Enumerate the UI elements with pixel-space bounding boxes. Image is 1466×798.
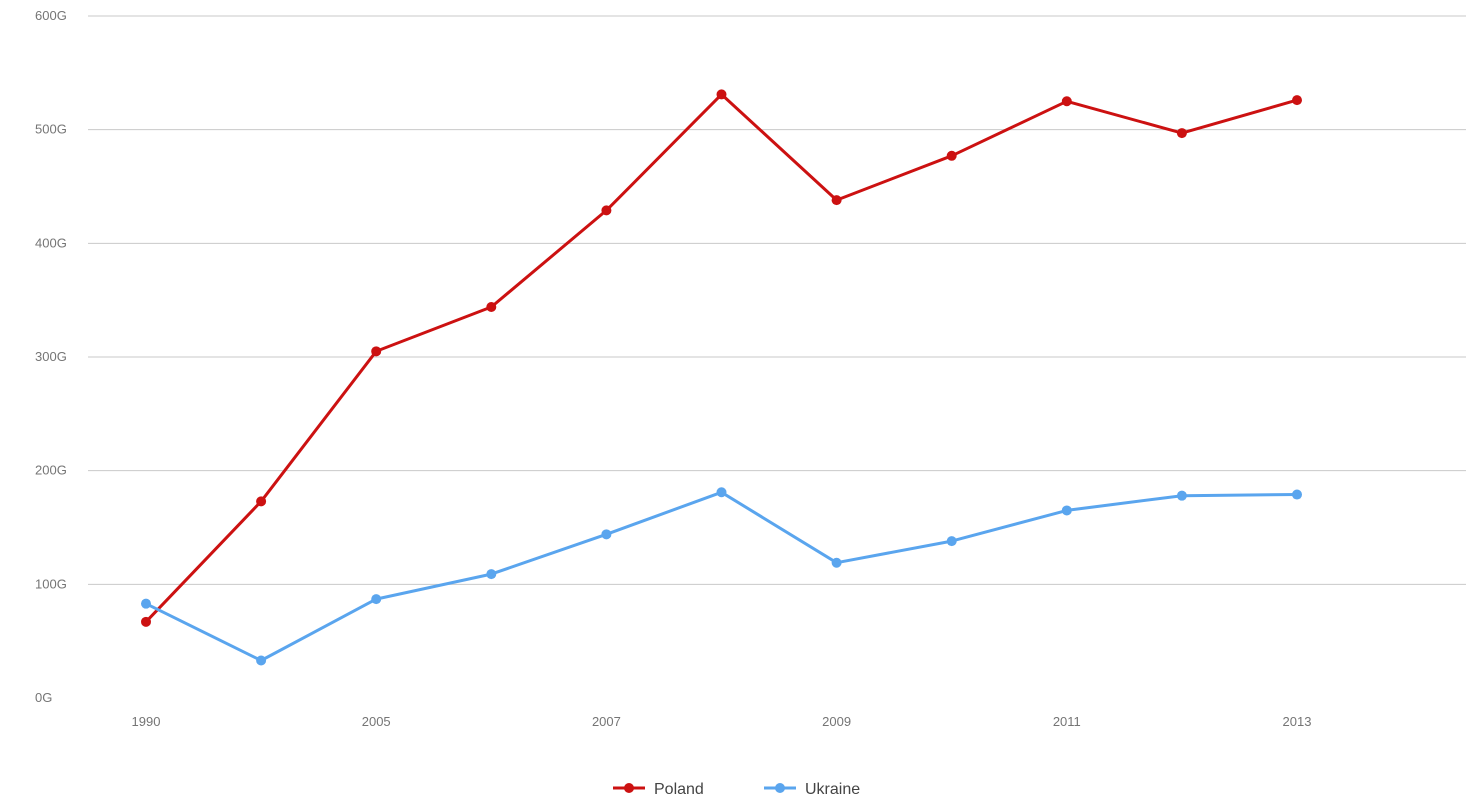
- y-tick-label: 300G: [35, 349, 67, 364]
- data-point-ukraine[interactable]: [946, 536, 957, 547]
- data-point-ukraine[interactable]: [486, 569, 497, 580]
- data-point-ukraine[interactable]: [1176, 490, 1187, 501]
- legend-label: Ukraine: [805, 781, 860, 798]
- data-point-ukraine[interactable]: [1292, 489, 1302, 500]
- data-point-poland[interactable]: [946, 150, 957, 161]
- y-tick-label: 400G: [35, 235, 67, 250]
- legend-item-poland[interactable]: Poland: [613, 781, 704, 798]
- data-point-poland[interactable]: [1176, 128, 1187, 139]
- x-tick-label: 2009: [822, 714, 851, 729]
- x-axis: 1990 2005 2007 2009 2011 2013: [132, 714, 1312, 729]
- series-poland: [141, 89, 1302, 627]
- data-point-poland[interactable]: [1292, 95, 1302, 106]
- x-tick-label: 2007: [592, 714, 621, 729]
- data-point-ukraine[interactable]: [601, 529, 612, 540]
- data-point-ukraine[interactable]: [256, 655, 267, 666]
- legend-label: Poland: [654, 781, 704, 798]
- series-line-ukraine: [144, 490, 1299, 662]
- data-point-poland[interactable]: [831, 195, 842, 206]
- y-tick-label: 500G: [35, 122, 67, 137]
- x-tick-label: 2013: [1283, 714, 1312, 729]
- x-tick-label: 2005: [362, 714, 391, 729]
- x-tick-label: 2011: [1053, 714, 1081, 729]
- series-line-poland: [144, 92, 1299, 624]
- data-point-ukraine[interactable]: [716, 487, 727, 498]
- legend: Poland Ukraine: [613, 781, 860, 798]
- y-axis: 0G 100G 200G 300G 400G 500G 600G: [35, 8, 67, 705]
- x-tick-label: 1990: [132, 714, 161, 729]
- data-point-poland[interactable]: [141, 616, 151, 627]
- series-lines: [141, 89, 1302, 666]
- y-tick-label: 600G: [35, 8, 67, 23]
- data-point-poland[interactable]: [486, 301, 497, 312]
- data-point-poland[interactable]: [256, 496, 267, 507]
- data-point-ukraine[interactable]: [371, 594, 382, 605]
- gridlines: [88, 15, 1466, 585]
- y-tick-label: 100G: [35, 576, 67, 591]
- data-point-ukraine[interactable]: [831, 557, 842, 568]
- legend-swatch-marker: [775, 783, 785, 793]
- y-tick-label: 200G: [35, 463, 67, 478]
- data-point-poland[interactable]: [1061, 96, 1072, 107]
- data-point-poland[interactable]: [716, 89, 727, 100]
- data-point-poland[interactable]: [371, 346, 382, 357]
- legend-swatch-marker: [624, 783, 634, 793]
- series-ukraine: [141, 487, 1302, 666]
- data-point-ukraine[interactable]: [1061, 505, 1072, 516]
- y-tick-label: 0G: [35, 690, 52, 705]
- legend-item-ukraine[interactable]: Ukraine: [764, 781, 860, 798]
- data-point-ukraine[interactable]: [141, 598, 151, 609]
- data-point-poland[interactable]: [601, 205, 612, 216]
